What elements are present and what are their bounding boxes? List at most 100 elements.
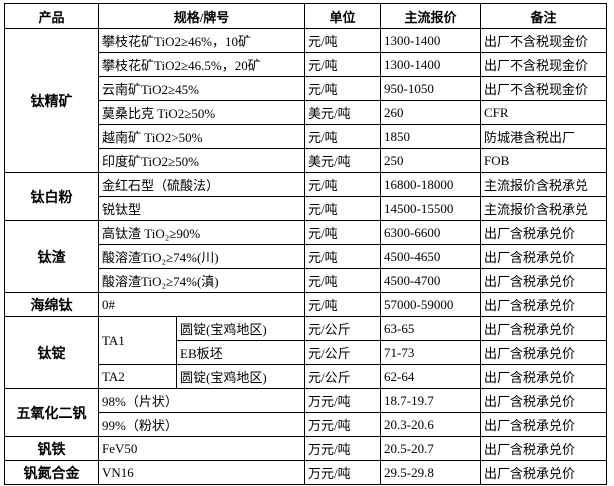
note-cell: 出厂不含税现金价: [480, 28, 607, 53]
product-cell: 钛渣: [4, 220, 99, 293]
unit-cell: 元/公斤: [304, 364, 381, 389]
price-cell: 950-1050: [380, 76, 481, 101]
unit-cell: 元/吨: [304, 292, 381, 317]
header-cell: 主流报价: [380, 3, 481, 29]
price-cell: 71-73: [380, 340, 481, 365]
unit-cell: 元/公斤: [304, 340, 381, 365]
table-row: 云南矿TiO2≥45% 元/吨 950-1050 出厂不含税现金价: [5, 76, 607, 101]
price-cell: 18.7-19.7: [380, 388, 481, 413]
price-cell: 4500-4700: [380, 268, 481, 293]
unit-cell: 元/吨: [304, 268, 381, 293]
unit-cell: 元/公斤: [304, 316, 381, 341]
note-cell: 出厂含税承兑价: [480, 364, 607, 389]
spec-cell: 攀枝花矿TiO2≥46%，10矿: [98, 28, 305, 53]
unit-cell: 元/吨: [304, 220, 381, 245]
table-body: 钛精矿 攀枝花矿TiO2≥46%，10矿 元/吨 1300-1400 出厂不含税现金价攀…: [4, 28, 607, 485]
price-cell: 1850: [380, 124, 481, 149]
price-cell: 6300-6600: [380, 220, 481, 245]
table-row: 印度矿TiO2≥50% 美元/吨 250 FOB: [5, 148, 607, 173]
table-row: 钛锭 TA1 圆锭(宝鸡地区) 元/公斤 63-65 出厂含税承兑价: [4, 316, 607, 389]
grade-cell: TA1: [98, 316, 177, 365]
price-cell: 63-65: [380, 316, 481, 341]
note-cell: 出厂含税承兑价: [480, 268, 607, 293]
unit-cell: 万元/吨: [304, 460, 381, 485]
price-cell: 250: [380, 148, 481, 173]
spec-cell: 酸溶渣TiO₂≥74%(川): [98, 244, 305, 269]
header-cell: 备注: [480, 3, 607, 29]
header-cell: 单位: [304, 3, 381, 29]
unit-cell: 元/吨: [304, 52, 381, 77]
price-cell: 260: [380, 100, 481, 125]
price-cell: 20.3-20.6: [380, 412, 481, 437]
note-cell: 防城港含税出厂: [480, 124, 607, 149]
note-cell: 出厂不含税现金价: [480, 52, 607, 77]
unit-cell: 元/吨: [304, 172, 381, 197]
product-cell: 钒氮合金: [4, 460, 99, 485]
unit-cell: 元/吨: [304, 244, 381, 269]
table-row: 酸溶渣TiO₂≥74%(川) 元/吨 4500-4650 出厂含税承兑价: [5, 244, 607, 269]
note-cell: CFR: [480, 100, 607, 125]
header-cell: 规格/牌号: [98, 3, 305, 29]
product-cell: 五氧化二钒: [4, 388, 99, 437]
price-cell: 1300-1400: [380, 52, 481, 77]
price-cell: 20.5-20.7: [380, 436, 481, 461]
table-row: 钒氮合金 VN16 万元/吨 29.5-29.8 出厂含税承兑价: [4, 460, 607, 485]
price-cell: 4500-4650: [380, 244, 481, 269]
spec-cell: VN16: [98, 460, 305, 485]
form-cell: EB板坯: [176, 340, 305, 365]
product-cell: 钛白粉: [4, 172, 99, 221]
spec-cell: 越南矿 TiO2>50%: [98, 124, 305, 149]
form-cell: 圆锭(宝鸡地区): [176, 364, 305, 389]
table-row: 五氧化二钒 98%（片状） 万元/吨 18.7-19.7 出厂含税承兑价: [4, 388, 607, 437]
note-cell: 出厂含税承兑价: [480, 292, 607, 317]
note-cell: FOB: [480, 148, 607, 173]
table-row: 莫桑比克 TiO2≥50% 美元/吨 260 CFR: [5, 100, 607, 125]
spec-cell: 云南矿TiO2≥45%: [98, 76, 305, 101]
unit-cell: 万元/吨: [304, 388, 381, 413]
note-cell: 出厂含税承兑价: [480, 460, 607, 485]
table-row: 钛精矿 攀枝花矿TiO2≥46%，10矿 元/吨 1300-1400 出厂不含税现金价: [4, 28, 607, 173]
table-row: 锐钛型 元/吨 14500-15500 主流报价含税承兑: [5, 196, 607, 221]
unit-cell: 美元/吨: [304, 148, 381, 173]
price-cell: 29.5-29.8: [380, 460, 481, 485]
unit-cell: 元/吨: [304, 76, 381, 101]
unit-cell: 万元/吨: [304, 436, 381, 461]
spec-cell: 金红石型（硫酸法）: [98, 172, 305, 197]
unit-cell: 元/吨: [304, 124, 381, 149]
spec-cell: 0#: [98, 292, 305, 317]
note-cell: 出厂含税承兑价: [480, 220, 607, 245]
grade-cell: TA2: [98, 364, 177, 389]
header-row: 产品 规格/牌号 单位 主流报价 备注: [4, 3, 607, 29]
price-table: 产品 规格/牌号 单位 主流报价 备注 钛精矿 攀枝花矿TiO2≥46%，10矿元…: [4, 3, 607, 485]
spec-cell: 酸溶渣TiO₂≥74%(滇): [98, 268, 305, 293]
unit-cell: 元/吨: [304, 28, 381, 53]
table-row: 钛渣 高钛渣 TiO₂≥90% 元/吨 6300-6600 出厂含税承兑价: [4, 220, 607, 293]
product-cell: 钛精矿: [4, 28, 99, 173]
price-cell: 57000-59000: [380, 292, 481, 317]
spec-cell: 99%（粉状）: [98, 412, 305, 437]
note-cell: 出厂含税承兑价: [480, 340, 607, 365]
header-cell: 产品: [4, 3, 99, 29]
note-cell: 出厂含税承兑价: [480, 388, 607, 413]
product-cell: 钒铁: [4, 436, 99, 461]
table-row: 攀枝花矿TiO2≥46.5%，20矿 元/吨 1300-1400 出厂不含税现金价: [5, 52, 607, 77]
note-cell: 出厂含税承兑价: [480, 436, 607, 461]
price-cell: 14500-15500: [380, 196, 481, 221]
price-cell: 62-64: [380, 364, 481, 389]
note-cell: 主流报价含税承兑: [480, 196, 607, 221]
note-cell: 出厂含税承兑价: [480, 412, 607, 437]
spec-cell: 高钛渣 TiO₂≥90%: [98, 220, 305, 245]
spec-cell: 98%（片状）: [98, 388, 305, 413]
spec-cell: FeV50: [98, 436, 305, 461]
table-row: 海绵钛 0# 元/吨 57000-59000 出厂含税承兑价: [4, 292, 607, 317]
unit-cell: 美元/吨: [304, 100, 381, 125]
note-cell: 出厂不含税现金价: [480, 76, 607, 101]
spec-cell: 攀枝花矿TiO2≥46.5%，20矿: [98, 52, 305, 77]
spec-cell: 印度矿TiO2≥50%: [98, 148, 305, 173]
table-row: 钛白粉 金红石型（硫酸法） 元/吨 16800-18000 主流报价含税承兑: [4, 172, 607, 221]
form-cell: 圆锭(宝鸡地区): [176, 316, 305, 341]
note-cell: 主流报价含税承兑: [480, 172, 607, 197]
price-cell: 1300-1400: [380, 28, 481, 53]
table-row: 钒铁 FeV50 万元/吨 20.5-20.7 出厂含税承兑价: [4, 436, 607, 461]
